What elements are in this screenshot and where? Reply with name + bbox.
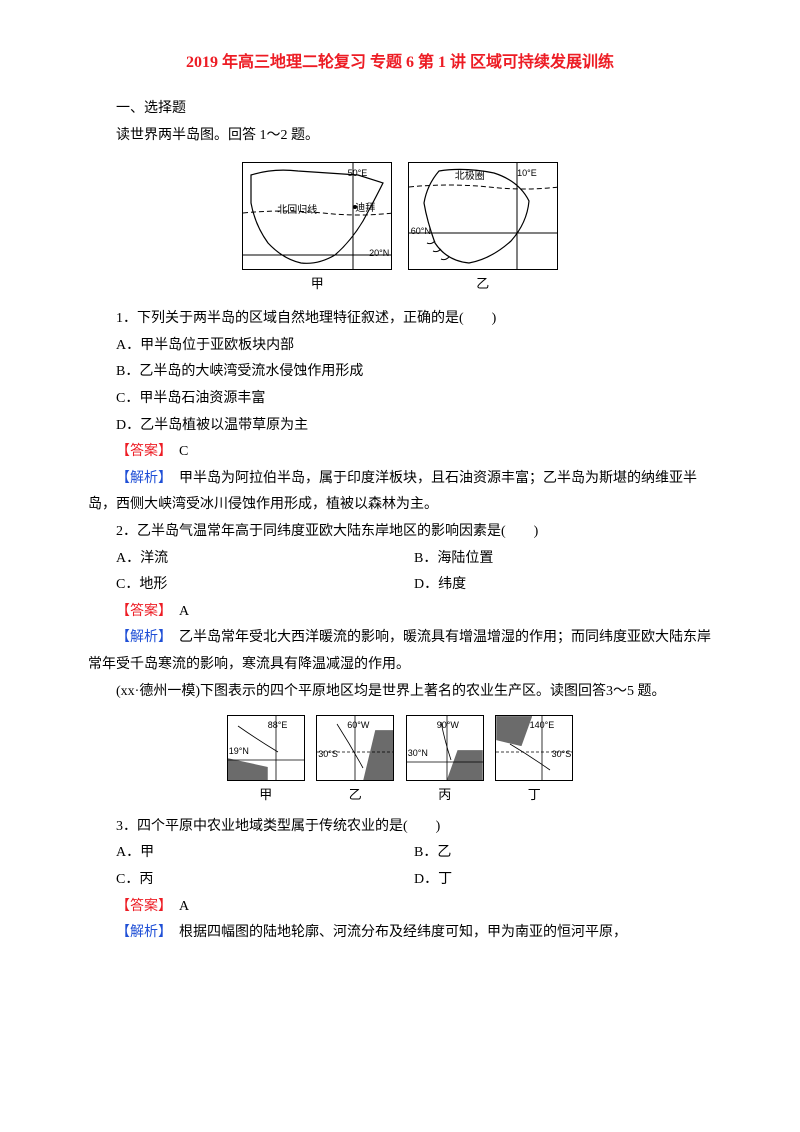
- q3-opt-B: B．乙: [414, 840, 712, 867]
- q3-opt-D: D．丁: [414, 867, 712, 894]
- map-1: 50°E 20°N 北回归线 迪拜 甲: [242, 162, 392, 297]
- thumb-c-caption: 丙: [406, 783, 484, 808]
- q1-answer-value: C: [165, 444, 188, 459]
- q3-opt-C: C．丙: [116, 867, 414, 894]
- map1-lat-label: 20°N: [369, 245, 389, 262]
- map1-tropic-label: 北回归线: [277, 201, 317, 220]
- q1-opt-B: B．乙半岛的大峡湾受流水侵蚀作用形成: [88, 359, 712, 386]
- thumb-b: 60°W 30°S 乙: [316, 715, 394, 808]
- map1-lon-label: 50°E: [348, 165, 368, 182]
- explain-label: 【解析】: [116, 630, 165, 645]
- figure-maps: 50°E 20°N 北回归线 迪拜 甲 北极圈 10°E 60°N 乙: [88, 162, 712, 297]
- thumb-d-caption: 丁: [495, 783, 573, 808]
- q2-row-CD: C．地形 D．纬度: [88, 572, 712, 599]
- q2-explain-text: 乙半岛常年受北大西洋暖流的影响，暖流具有增温增湿的作用；而同纬度亚欧大陆东岸常年…: [88, 630, 711, 672]
- q2-row-AB: A．洋流 B．海陆位置: [88, 546, 712, 573]
- map2-lon-label: 10°E: [517, 165, 537, 182]
- thumb-b-svg: [317, 716, 394, 781]
- q3-explain: 【解析】 根据四幅图的陆地轮廓、河流分布及经纬度可知，甲为南亚的恒河平原，: [88, 920, 712, 947]
- section-heading: 一、选择题: [88, 96, 712, 123]
- explain-label: 【解析】: [116, 471, 165, 486]
- thumb-a-caption: 甲: [227, 783, 305, 808]
- q3-explain-text: 根据四幅图的陆地轮廓、河流分布及经纬度可知，甲为南亚的恒河平原，: [165, 925, 627, 940]
- q1-explain: 【解析】 甲半岛为阿拉伯半岛，属于印度洋板块，且石油资源丰富；乙半岛为斯堪的纳维…: [88, 466, 712, 519]
- map2-arctic-label: 北极圈: [455, 167, 485, 186]
- map2-caption: 乙: [408, 272, 558, 297]
- q1-stem: 1．下列关于两半岛的区域自然地理特征叙述，正确的是( ): [88, 306, 712, 333]
- answer-label: 【答案】: [116, 604, 165, 619]
- q3-opt-A: A．甲: [116, 840, 414, 867]
- map1-caption: 甲: [242, 272, 392, 297]
- thumb-b-caption: 乙: [316, 783, 394, 808]
- thumb-a: 88°E 19°N 甲: [227, 715, 305, 808]
- map2-lat-label: 60°N: [411, 223, 431, 240]
- q2-opt-C: C．地形: [116, 572, 414, 599]
- explain-label: 【解析】: [116, 925, 165, 940]
- answer-label: 【答案】: [116, 899, 165, 914]
- intro-text-1: 读世界两半岛图。回答 1～2 题。: [88, 123, 712, 150]
- page-title: 2019 年高三地理二轮复习 专题 6 第 1 讲 区域可持续发展训练: [88, 48, 712, 78]
- thumb-a-svg: [228, 716, 305, 781]
- q1-opt-D: D．乙半岛植被以温带草原为主: [88, 413, 712, 440]
- q3-answer-value: A: [165, 899, 189, 914]
- map1-city-label: 迪拜: [355, 199, 375, 218]
- intro-text-2: (xx·德州一模)下图表示的四个平原地区均是世界上著名的农业生产区。读图回答3～…: [88, 679, 712, 706]
- thumb-c: 90°W 30°N 丙: [406, 715, 484, 808]
- thumb-d-svg: [496, 716, 573, 781]
- figure-thumbs: 88°E 19°N 甲 60°W 30°S 乙 90°W 30°N: [88, 715, 712, 808]
- q3-row-CD: C．丙 D．丁: [88, 867, 712, 894]
- q1-opt-A: A．甲半岛位于亚欧板块内部: [88, 333, 712, 360]
- map-2: 北极圈 10°E 60°N 乙: [408, 162, 558, 297]
- q1-explain-text: 甲半岛为阿拉伯半岛，属于印度洋板块，且石油资源丰富；乙半岛为斯堪的纳维亚半岛，西…: [88, 471, 697, 513]
- q3-stem: 3．四个平原中农业地域类型属于传统农业的是( ): [88, 814, 712, 841]
- q1-answer: 【答案】 C: [88, 439, 712, 466]
- q2-opt-A: A．洋流: [116, 546, 414, 573]
- q1-opt-C: C．甲半岛石油资源丰富: [88, 386, 712, 413]
- q3-answer: 【答案】 A: [88, 894, 712, 921]
- thumb-c-svg: [407, 716, 484, 781]
- q2-opt-B: B．海陆位置: [414, 546, 712, 573]
- q2-answer: 【答案】 A: [88, 599, 712, 626]
- answer-label: 【答案】: [116, 444, 165, 459]
- q3-row-AB: A．甲 B．乙: [88, 840, 712, 867]
- thumb-d: 140°E 30°S 丁: [495, 715, 573, 808]
- q2-opt-D: D．纬度: [414, 572, 712, 599]
- q2-explain: 【解析】 乙半岛常年受北大西洋暖流的影响，暖流具有增温增湿的作用；而同纬度亚欧大…: [88, 625, 712, 678]
- q2-answer-value: A: [165, 604, 189, 619]
- q2-stem: 2．乙半岛气温常年高于同纬度亚欧大陆东岸地区的影响因素是( ): [88, 519, 712, 546]
